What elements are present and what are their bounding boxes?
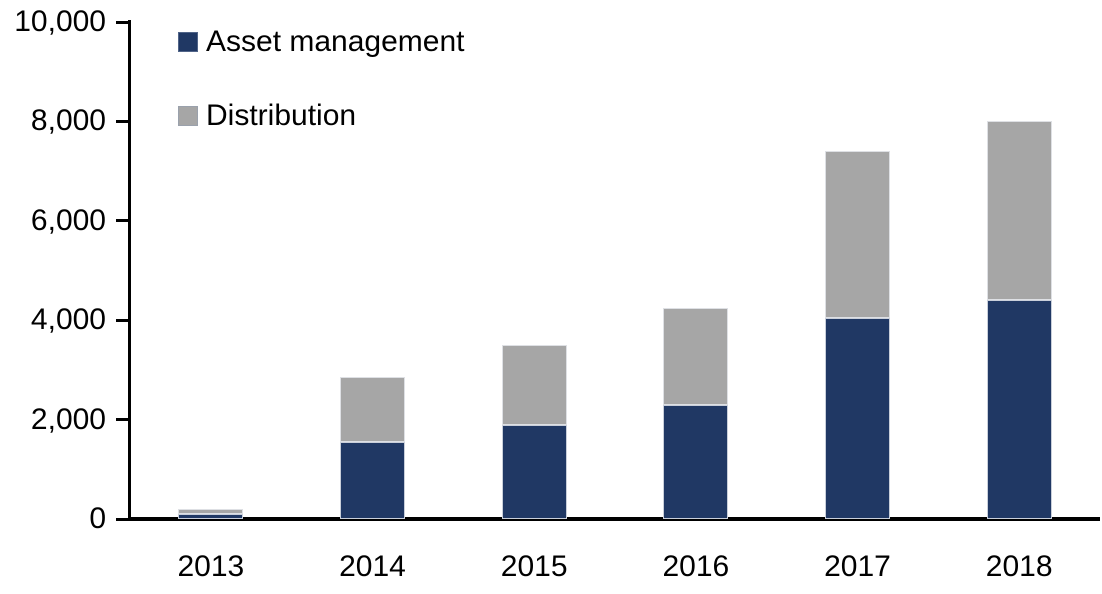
bar-segment (340, 377, 405, 442)
y-tick-mark (116, 119, 130, 123)
y-tick-mark (116, 517, 130, 521)
bar-2013 (178, 509, 244, 519)
x-tick-label: 2016 (662, 550, 730, 583)
y-tick-label: 2,000 (30, 402, 106, 436)
bar-segment (178, 509, 244, 515)
x-tick-label: 2017 (824, 550, 891, 583)
y-tick-label: 10,000 (14, 5, 106, 38)
bar-2017 (825, 151, 890, 519)
legend-label: Asset management (206, 25, 465, 58)
legend-label: Distribution (206, 99, 357, 132)
y-tick-mark (116, 219, 130, 223)
bar-segment (986, 300, 1052, 519)
x-tick-label: 2013 (177, 550, 245, 583)
bar-segment (663, 404, 729, 519)
x-tick-label: 2014 (339, 550, 406, 583)
bar-segment (340, 441, 405, 519)
x-axis (128, 517, 1100, 521)
bar-2016 (663, 307, 729, 519)
bar-2015 (501, 345, 567, 519)
bar-segment (663, 307, 729, 405)
bar-segment (501, 424, 567, 519)
bar-segment (501, 345, 567, 425)
y-tick-label: 8,000 (30, 104, 106, 138)
x-tick-label: 2015 (500, 550, 568, 583)
y-tick-mark (116, 418, 130, 422)
bar-segment (986, 121, 1052, 301)
y-tick-mark (116, 20, 130, 24)
y-axis (128, 20, 131, 520)
y-tick-label: 6,000 (30, 203, 106, 237)
bar-segment (825, 151, 890, 318)
bar-segment (178, 514, 244, 519)
legend-item: Distribution (178, 101, 356, 131)
y-tick-label: 0 (89, 502, 106, 535)
bar-2014 (340, 377, 405, 519)
bar-segment (825, 317, 890, 519)
x-tick-label: 2018 (985, 550, 1053, 583)
bar-2018 (986, 121, 1052, 519)
legend-swatch-icon (178, 106, 198, 126)
legend-swatch-icon (178, 32, 198, 52)
legend-item: Asset management (178, 27, 464, 57)
y-tick-mark (116, 318, 130, 322)
y-tick-label: 4,000 (30, 303, 106, 337)
